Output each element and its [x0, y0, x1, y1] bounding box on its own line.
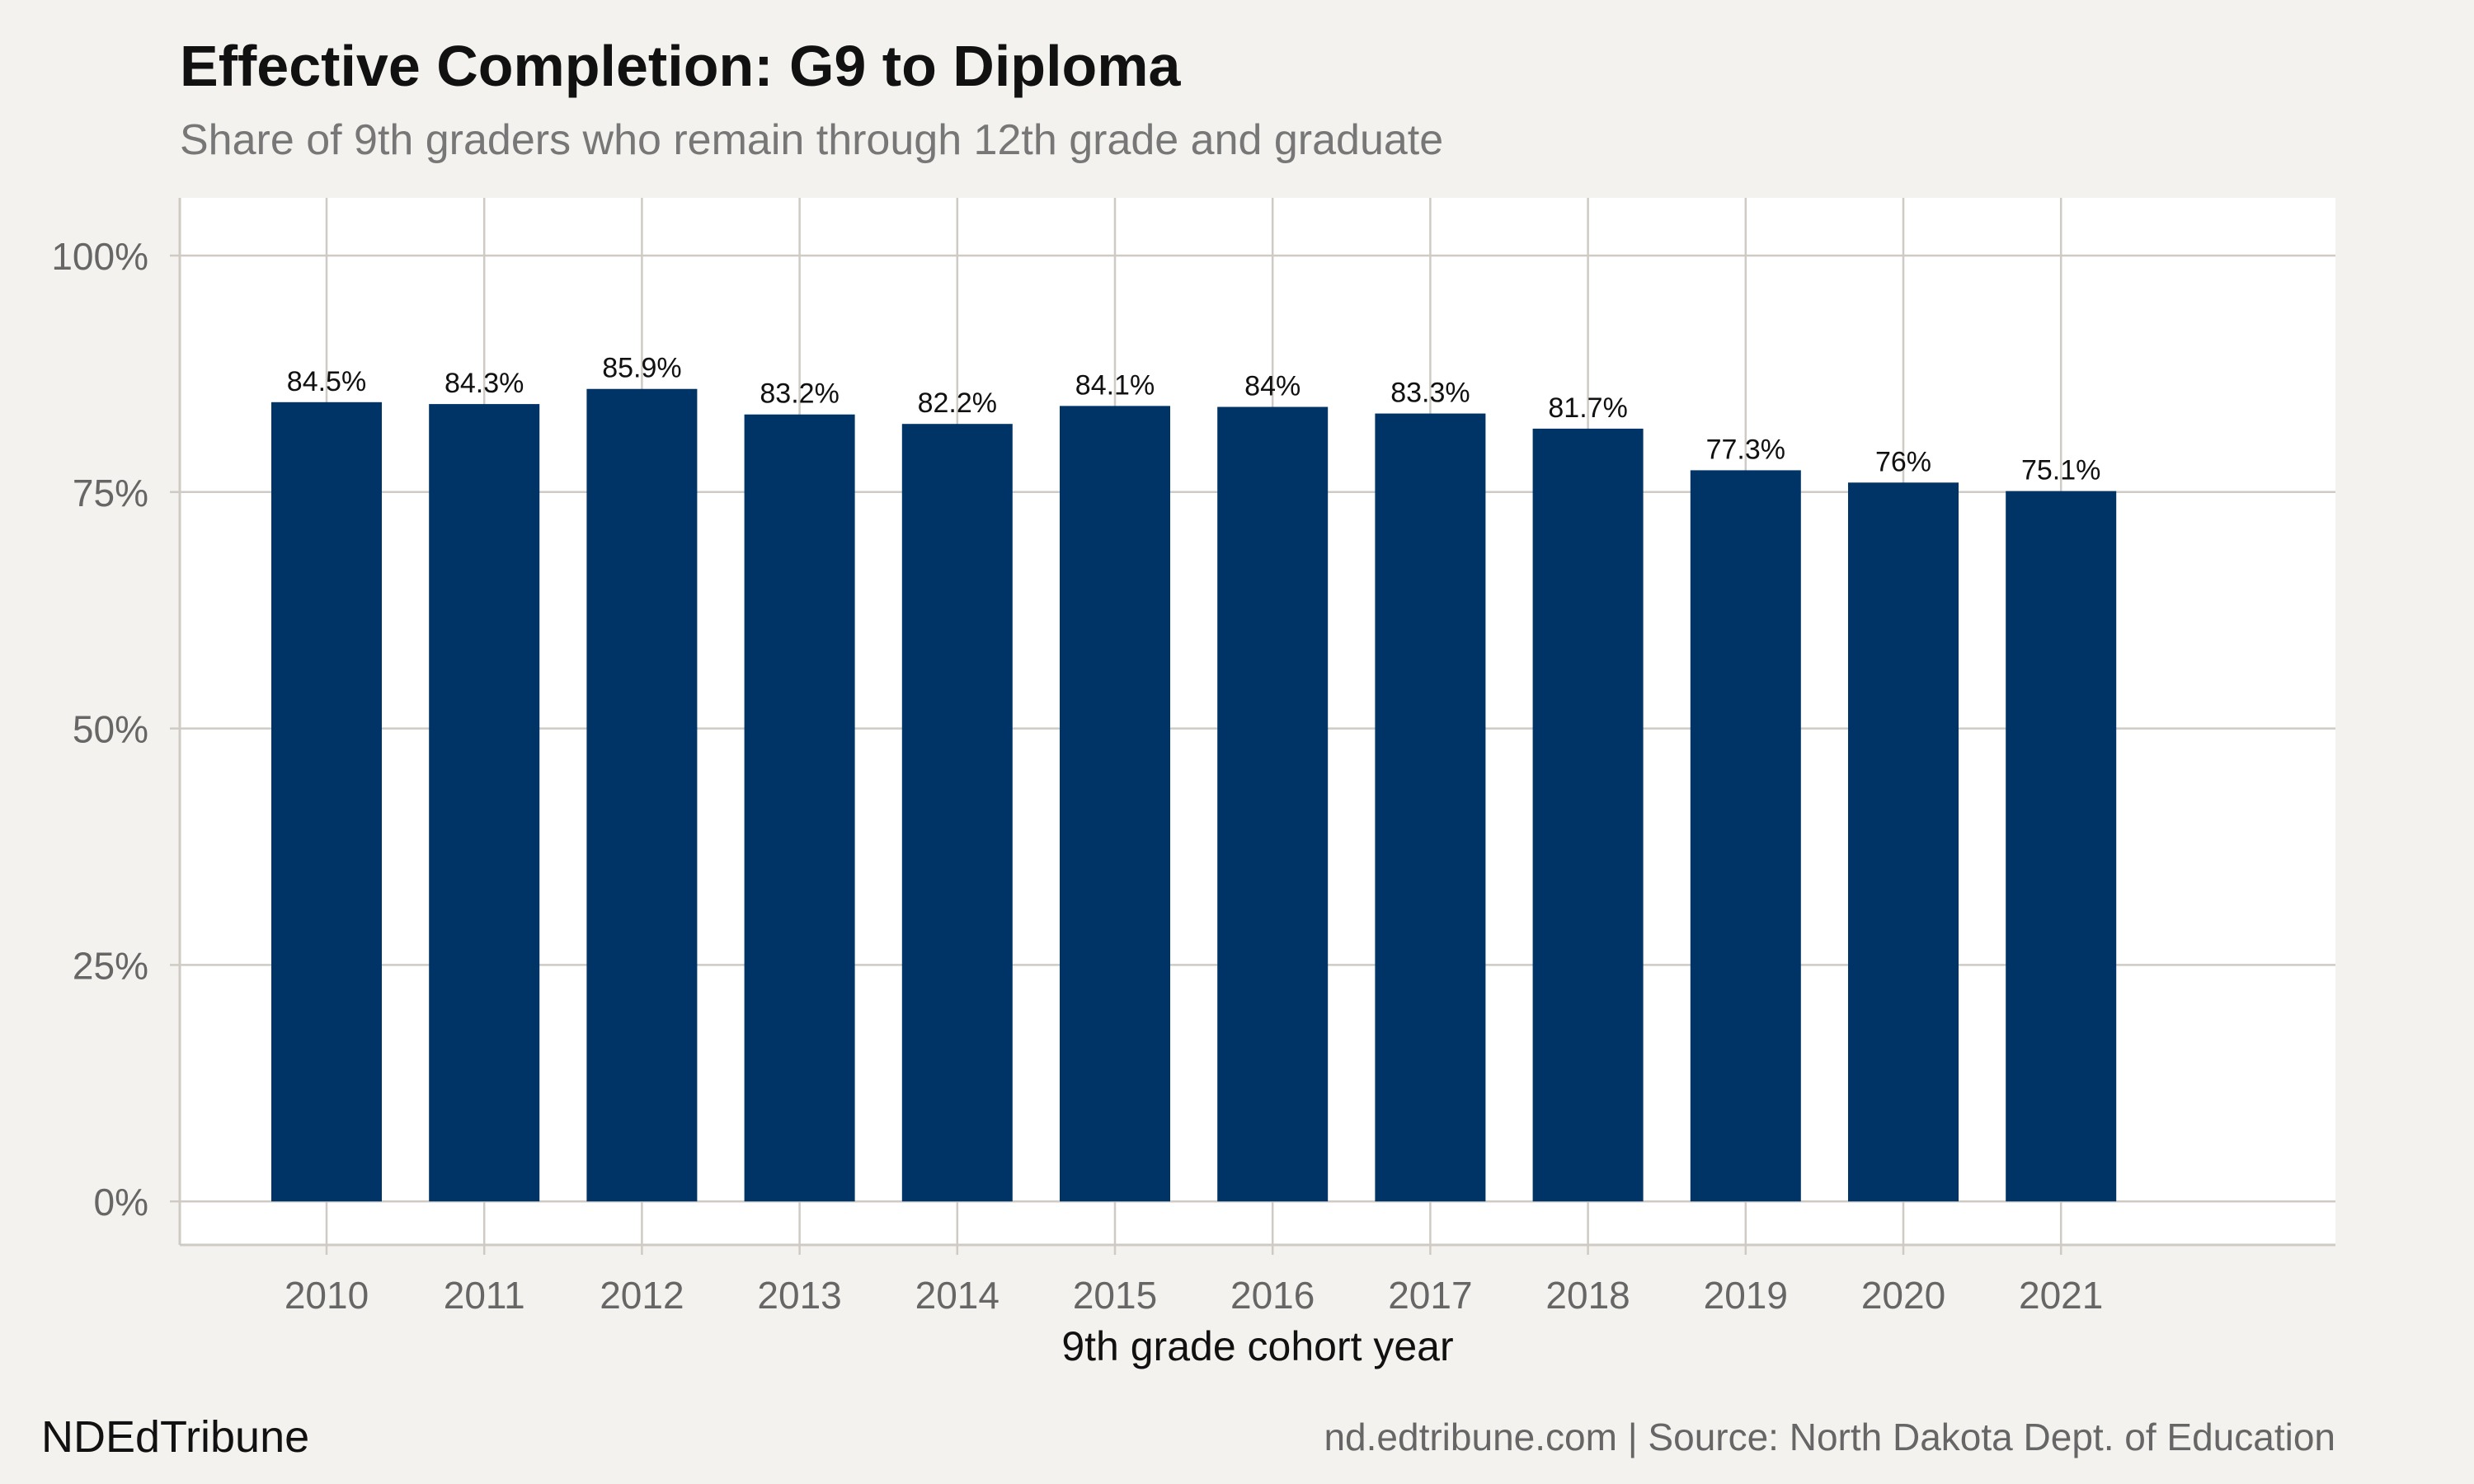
bars	[271, 388, 2117, 1202]
data-labels: 84.5% 84.3% 85.9% 83.2% 82.2% 84.1% 84% 83.3% 81…	[287, 353, 2101, 486]
y-tick-label: 25%	[73, 944, 148, 987]
data-label-2012: 85.9%	[602, 353, 681, 384]
data-label-2015: 84.1%	[1075, 369, 1155, 401]
data-label-2019: 77.3%	[1706, 434, 1785, 465]
bar-2021	[2006, 491, 2117, 1202]
bar-2013	[744, 414, 855, 1202]
x-tick-label: 2010	[285, 1274, 369, 1317]
x-tick-label: 2011	[444, 1274, 525, 1317]
x-tick-label: 2014	[915, 1274, 999, 1317]
x-tick-label: 2016	[1230, 1274, 1315, 1317]
bar-2017	[1375, 413, 1486, 1202]
bar-2010	[271, 402, 382, 1202]
data-label-2016: 84%	[1244, 371, 1300, 402]
x-tick-label: 2018	[1545, 1274, 1630, 1317]
data-label-2017: 83.3%	[1390, 378, 1470, 409]
bar-2011	[429, 404, 540, 1202]
bar-2015	[1060, 406, 1170, 1202]
data-label-2011: 84.3%	[444, 368, 524, 399]
x-tick-label: 2017	[1388, 1274, 1472, 1317]
data-label-2018: 81.7%	[1548, 392, 1627, 424]
y-tick-label: 50%	[73, 708, 148, 751]
bar-2018	[1532, 428, 1644, 1202]
y-tick-labels: 0% 25% 50% 75% 100%	[51, 235, 148, 1223]
x-tick-label: 2015	[1073, 1274, 1157, 1317]
chart-subtitle: Share of 9th graders who remain through …	[180, 116, 1444, 164]
bar-2014	[901, 424, 1013, 1202]
y-tick-label: 0%	[94, 1181, 148, 1223]
data-label-2020: 76%	[1875, 446, 1931, 477]
x-tick-label: 2020	[1861, 1274, 1945, 1317]
bar-2019	[1690, 470, 1801, 1202]
source-note: nd.edtribune.com | Source: North Dakota …	[1324, 1416, 2335, 1458]
data-label-2014: 82.2%	[918, 387, 997, 419]
data-label-2021: 75.1%	[2021, 455, 2100, 486]
x-tick-label: 2019	[1704, 1274, 1788, 1317]
y-tick-label: 75%	[73, 472, 148, 514]
x-tick-label: 2021	[2019, 1274, 2103, 1317]
bar-2016	[1217, 406, 1329, 1202]
data-label-2013: 83.2%	[760, 378, 839, 410]
x-tick-labels: 2010 2011 2012 2013 2014 2015 2016 2017 2018 2019…	[285, 1274, 2104, 1317]
data-label-2010: 84.5%	[287, 366, 366, 397]
x-axis-title: 9th grade cohort year	[1061, 1323, 1453, 1369]
brand-name: NDEdTribune	[41, 1412, 310, 1462]
y-tick-label: 100%	[51, 235, 148, 278]
x-tick-label: 2013	[757, 1274, 841, 1317]
chart-title: Effective Completion: G9 to Diploma	[180, 34, 1181, 98]
bar-2020	[1848, 482, 1959, 1202]
x-tick-label: 2012	[600, 1274, 684, 1317]
bar-2012	[586, 388, 698, 1202]
